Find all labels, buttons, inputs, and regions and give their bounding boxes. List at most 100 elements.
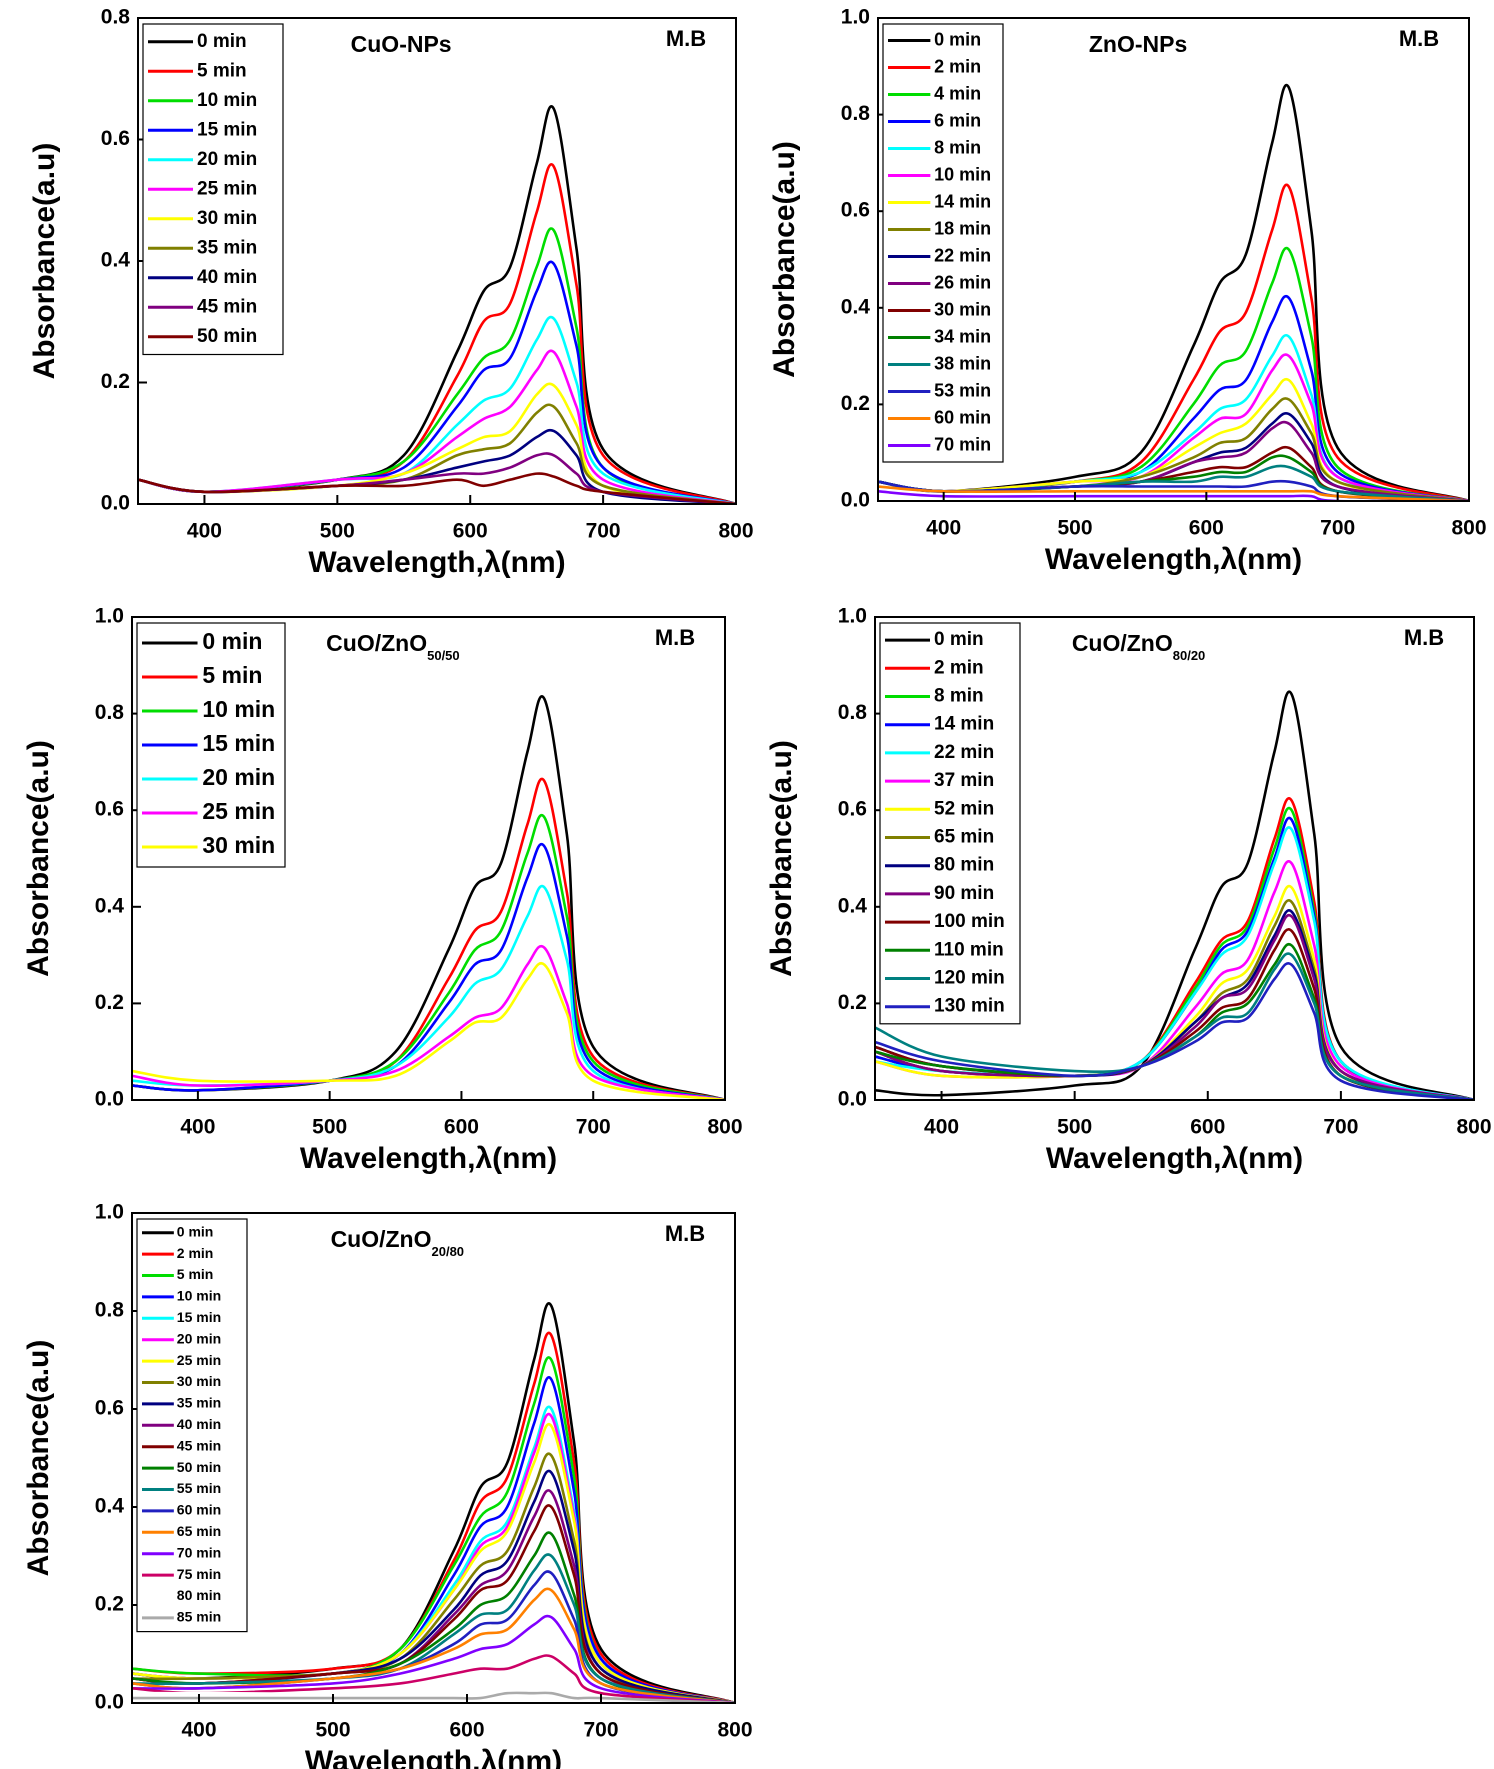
spectrum-line	[132, 1676, 735, 1703]
x-tick-label: 700	[1323, 1116, 1358, 1139]
legend-label: 30 min	[177, 1373, 221, 1389]
legend-label: 53 min	[934, 380, 991, 400]
legend-label: 35 min	[177, 1395, 221, 1411]
legend-label: 75 min	[177, 1566, 221, 1582]
legend-label: 20 min	[202, 764, 275, 790]
legend-label: 85 min	[177, 1609, 221, 1625]
title-main: CuO-NPs	[351, 31, 452, 57]
legend-label: 20 min	[197, 149, 257, 170]
y-tick-label: 0.0	[95, 1691, 124, 1714]
y-tick-label: 0.8	[841, 102, 871, 125]
legend-label: 2 min	[177, 1245, 214, 1261]
legend-label: 6 min	[934, 110, 981, 130]
y-tick-label: 0.6	[838, 798, 867, 821]
x-tick-label: 400	[924, 1116, 959, 1139]
plot-area	[132, 1302, 735, 1703]
x-tick-label: 600	[1189, 517, 1224, 540]
legend-label: 40 min	[177, 1416, 221, 1432]
spectrum-line	[132, 1553, 735, 1703]
legend-label: 25 min	[202, 798, 275, 824]
spectrum-line	[132, 842, 725, 1100]
spectrum-line	[138, 382, 736, 504]
x-tick-label: 400	[187, 520, 222, 543]
legend-label: 55 min	[177, 1480, 221, 1496]
legend-label: 50 min	[197, 326, 257, 347]
y-tick-label: 0.0	[838, 1088, 867, 1111]
x-tick-label: 400	[181, 1719, 216, 1742]
legend-label: 10 min	[202, 696, 275, 722]
y-tick-label: 0.2	[841, 392, 870, 415]
x-axis-label: Wavelength,λ(nm)	[308, 546, 565, 579]
y-tick-label: 0.8	[95, 1299, 125, 1322]
annotation: M.B	[655, 625, 695, 650]
x-tick-label: 600	[444, 1116, 479, 1139]
annotation: M.B	[1399, 26, 1439, 51]
y-axis-label: Absorbance(a.u)	[768, 141, 801, 378]
title-subscript: 80/20	[1173, 648, 1206, 663]
y-tick-label: 0.4	[841, 295, 871, 318]
plot-frame	[131, 616, 726, 1101]
spectrum-line	[138, 349, 736, 504]
legend-label: 0 min	[934, 629, 984, 650]
y-tick-label: 0.0	[841, 489, 870, 512]
x-tick-label: 400	[926, 517, 961, 540]
plot-area	[132, 695, 725, 1100]
y-tick-label: 0.2	[95, 1593, 124, 1616]
chart-panel: 400 500 600 700 800 0.0 0.2 0.4 0.6 0.8 1.0 Wavelen…	[768, 6, 1487, 576]
legend-label: 22 min	[934, 742, 994, 763]
y-axis-label: Absorbance(a.u)	[28, 143, 61, 380]
title-subscript: 20/80	[432, 1244, 465, 1259]
legend-label: 10 min	[197, 90, 257, 111]
legend-label: 18 min	[934, 218, 991, 238]
x-tick-label: 800	[1456, 1116, 1491, 1139]
y-tick-label: 0.4	[101, 249, 131, 272]
legend-label: 0 min	[197, 31, 247, 52]
y-tick-label: 0.2	[838, 991, 867, 1014]
y-tick-label: 0.8	[95, 701, 125, 724]
legend-label: 35 min	[197, 237, 257, 258]
x-tick-label: 700	[1320, 517, 1355, 540]
x-tick-label: 700	[576, 1116, 611, 1139]
chart-panel: 400 500 600 700 800 0.0 0.2 0.4 0.6 0.8 1.0 Wavelen…	[22, 605, 743, 1175]
chart-title: ZnO-NPs	[1089, 31, 1187, 57]
legend-label: 15 min	[197, 119, 257, 140]
chart-panel: 400 500 600 700 800 0.0 0.2 0.4 0.6 0.8 1.0 Wavelen…	[765, 605, 1492, 1175]
legend-label: 100 min	[934, 911, 1005, 932]
x-axis-label: Wavelength,λ(nm)	[1046, 1142, 1303, 1175]
y-tick-label: 0.6	[101, 127, 130, 150]
plot-frame	[874, 616, 1475, 1101]
legend-label: 38 min	[934, 353, 991, 373]
chart-panel: 400 500 600 700 800 0.0 0.2 0.4 0.6 0.8 1.0 Wavelen…	[22, 1201, 753, 1769]
legend-label: 80 min	[934, 855, 994, 876]
title-main: CuO/ZnO	[1072, 630, 1173, 656]
y-tick-label: 1.0	[95, 605, 124, 628]
y-tick-label: 1.0	[841, 6, 870, 29]
x-tick-label: 500	[1057, 1116, 1092, 1139]
legend-label: 5 min	[177, 1266, 214, 1282]
x-tick-label: 800	[1451, 517, 1486, 540]
spectrum-line	[132, 1504, 735, 1703]
annotation: M.B	[666, 26, 706, 51]
legend-label: 37 min	[934, 770, 994, 791]
legend-label: 26 min	[934, 272, 991, 292]
legend-label: 40 min	[197, 267, 257, 288]
legend-label: 2 min	[934, 56, 981, 76]
y-tick-label: 0.6	[95, 1397, 124, 1420]
title-main: ZnO-NPs	[1089, 31, 1187, 57]
legend-box	[879, 622, 1021, 1025]
y-tick-label: 1.0	[95, 1201, 124, 1224]
title-subscript: 50/50	[427, 648, 460, 663]
x-tick-label: 600	[449, 1719, 484, 1742]
legend-label: 8 min	[934, 686, 984, 707]
spectrum-line	[878, 479, 1469, 501]
legend-label: 50 min	[177, 1459, 221, 1475]
legend-label: 10 min	[934, 164, 991, 184]
legend-label: 0 min	[202, 628, 262, 654]
legend-label: 65 min	[177, 1523, 221, 1539]
x-tick-label: 800	[707, 1116, 742, 1139]
chart-title: CuO/ZnO80/20	[1072, 630, 1205, 663]
plot-area	[875, 690, 1474, 1100]
y-axis-label: Absorbance(a.u)	[22, 1340, 55, 1577]
legend-label: 10 min	[177, 1288, 221, 1304]
